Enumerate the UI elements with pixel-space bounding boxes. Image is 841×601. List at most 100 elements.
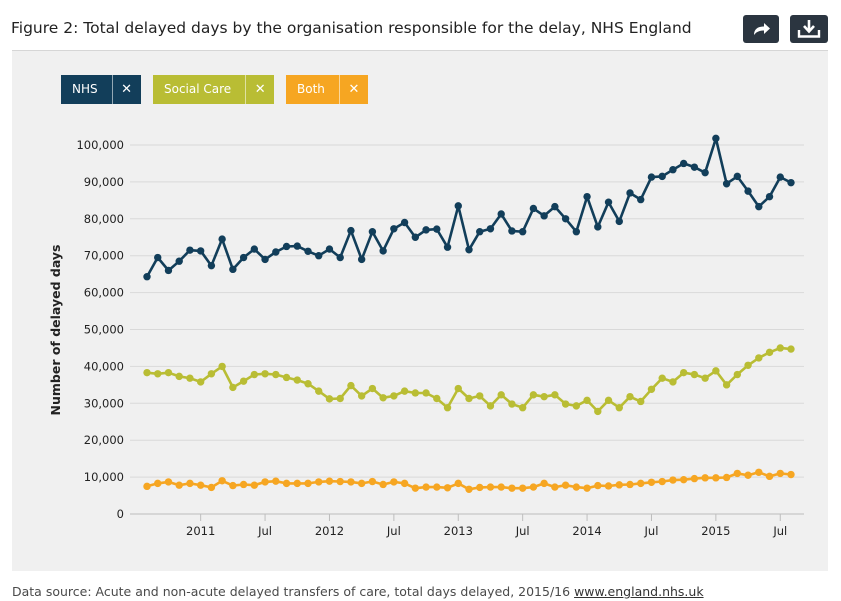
data-point-social-care[interactable] <box>755 354 763 362</box>
data-point-both[interactable] <box>540 479 548 488</box>
data-point-nhs[interactable] <box>368 228 377 236</box>
data-point-nhs[interactable] <box>315 252 323 260</box>
data-point-social-care[interactable] <box>239 377 248 385</box>
data-point-nhs[interactable] <box>443 243 452 251</box>
data-point-both[interactable] <box>186 479 194 488</box>
data-point-nhs[interactable] <box>400 218 409 227</box>
data-point-both[interactable] <box>637 479 645 488</box>
data-point-social-care[interactable] <box>551 391 559 399</box>
data-point-both[interactable] <box>143 482 151 491</box>
data-point-social-care[interactable] <box>518 404 527 412</box>
data-point-nhs[interactable] <box>465 246 473 254</box>
data-point-nhs[interactable] <box>690 163 699 171</box>
data-point-both[interactable] <box>744 471 752 479</box>
data-point-nhs[interactable] <box>497 210 505 218</box>
data-point-social-care[interactable] <box>701 374 709 382</box>
data-point-social-care[interactable] <box>196 378 205 386</box>
data-point-social-care[interactable] <box>454 384 462 393</box>
data-point-social-care[interactable] <box>594 407 602 416</box>
data-point-social-care[interactable] <box>476 392 484 400</box>
data-point-both[interactable] <box>497 483 505 491</box>
data-point-nhs[interactable] <box>272 248 280 256</box>
data-point-social-care[interactable] <box>347 381 355 390</box>
data-point-both[interactable] <box>239 480 248 489</box>
data-point-nhs[interactable] <box>594 223 602 231</box>
data-point-both[interactable] <box>518 484 527 492</box>
data-point-both[interactable] <box>175 481 183 489</box>
data-point-both[interactable] <box>733 469 742 478</box>
data-point-social-care[interactable] <box>368 384 377 393</box>
data-point-nhs[interactable] <box>669 166 677 174</box>
data-point-nhs[interactable] <box>143 273 151 281</box>
data-point-social-care[interactable] <box>604 396 613 405</box>
data-point-nhs[interactable] <box>164 266 173 275</box>
data-point-social-care[interactable] <box>529 391 538 399</box>
data-point-nhs[interactable] <box>776 173 784 181</box>
legend-button-both[interactable]: Both ✕ <box>286 75 368 104</box>
data-point-nhs[interactable] <box>476 228 484 236</box>
data-point-nhs[interactable] <box>347 226 355 235</box>
data-point-social-care[interactable] <box>465 394 473 403</box>
data-point-social-care[interactable] <box>722 381 731 389</box>
data-point-nhs[interactable] <box>551 202 559 211</box>
data-point-both[interactable] <box>615 481 623 489</box>
data-point-both[interactable] <box>647 478 656 486</box>
share-button[interactable] <box>743 15 779 43</box>
data-point-social-care[interactable] <box>626 392 634 401</box>
data-point-nhs[interactable] <box>379 247 387 255</box>
data-point-nhs[interactable] <box>561 215 570 223</box>
data-point-both[interactable] <box>433 483 441 491</box>
data-point-nhs[interactable] <box>454 202 462 210</box>
data-point-nhs[interactable] <box>787 178 795 187</box>
data-point-nhs[interactable] <box>250 245 259 253</box>
data-point-nhs[interactable] <box>196 247 205 255</box>
data-point-social-care[interactable] <box>272 370 280 379</box>
data-point-both[interactable] <box>679 475 688 484</box>
data-point-nhs[interactable] <box>282 242 291 251</box>
data-point-both[interactable] <box>787 470 795 479</box>
data-point-both[interactable] <box>476 483 484 492</box>
data-point-both[interactable] <box>422 483 430 491</box>
data-point-both[interactable] <box>207 483 216 492</box>
data-point-both[interactable] <box>400 479 409 488</box>
data-point-nhs[interactable] <box>583 192 591 201</box>
data-point-nhs[interactable] <box>604 198 613 206</box>
data-point-social-care[interactable] <box>250 370 259 379</box>
source-link[interactable]: www.england.nhs.uk <box>574 584 704 599</box>
data-point-social-care[interactable] <box>733 370 742 379</box>
data-point-social-care[interactable] <box>433 394 441 403</box>
data-point-both[interactable] <box>755 468 763 477</box>
data-point-nhs[interactable] <box>647 173 656 181</box>
data-point-both[interactable] <box>658 477 666 486</box>
data-point-social-care[interactable] <box>379 394 387 402</box>
data-point-both[interactable] <box>486 483 495 491</box>
data-point-nhs[interactable] <box>390 225 398 233</box>
data-point-both[interactable] <box>272 477 280 485</box>
data-point-both[interactable] <box>508 484 516 492</box>
data-point-both[interactable] <box>250 481 259 489</box>
data-point-social-care[interactable] <box>186 374 194 382</box>
data-point-nhs[interactable] <box>712 134 720 143</box>
data-point-nhs[interactable] <box>486 225 495 233</box>
download-button[interactable] <box>790 15 828 43</box>
data-point-nhs[interactable] <box>626 189 634 197</box>
data-point-both[interactable] <box>218 477 226 485</box>
data-point-social-care[interactable] <box>787 345 795 353</box>
data-point-nhs[interactable] <box>744 187 752 195</box>
data-point-both[interactable] <box>776 469 784 478</box>
data-point-both[interactable] <box>164 478 173 486</box>
data-point-both[interactable] <box>390 478 398 486</box>
data-point-nhs[interactable] <box>765 192 774 201</box>
data-point-social-care[interactable] <box>497 391 505 399</box>
data-point-both[interactable] <box>229 481 237 490</box>
data-point-both[interactable] <box>551 483 559 491</box>
data-point-social-care[interactable] <box>143 368 151 377</box>
data-point-nhs[interactable] <box>261 255 269 264</box>
data-point-social-care[interactable] <box>561 400 570 408</box>
data-point-social-care[interactable] <box>669 378 677 386</box>
remove-series-social-care-icon[interactable]: ✕ <box>245 75 274 104</box>
data-point-both[interactable] <box>626 480 634 489</box>
data-point-social-care[interactable] <box>207 370 216 378</box>
data-point-nhs[interactable] <box>325 245 334 253</box>
data-point-nhs[interactable] <box>239 253 248 262</box>
